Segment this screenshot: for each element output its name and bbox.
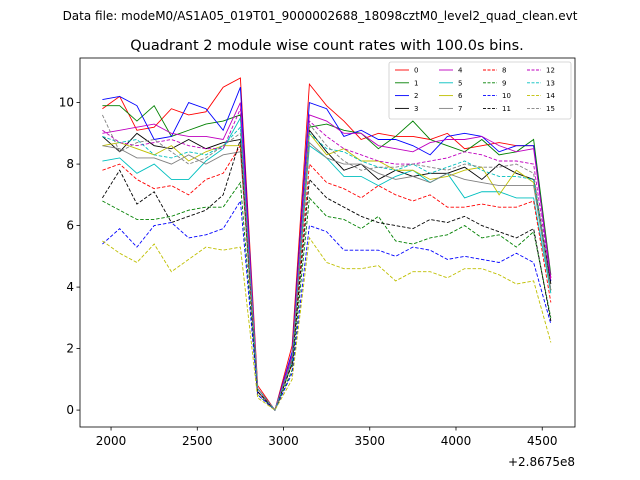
series-line-14 [102, 236, 552, 411]
series-line-15 [102, 114, 552, 412]
legend-label-11: 11 [502, 105, 511, 113]
series-line-3 [102, 129, 552, 411]
legend-label-12: 12 [546, 67, 555, 75]
legend-label-14: 14 [546, 92, 555, 100]
legend-label-6: 6 [458, 92, 463, 100]
x-axis: 2000 2500 3000 3500 4000 4500 [96, 427, 558, 448]
legend-label-3: 3 [414, 105, 418, 113]
x-tick-label: 2500 [182, 434, 213, 448]
series-line-0 [102, 77, 552, 412]
series-line-9 [102, 181, 552, 411]
y-tick-label: 8 [66, 157, 74, 171]
series-line-11 [102, 139, 552, 411]
series-line-8 [102, 144, 552, 411]
legend-label-7: 7 [458, 105, 462, 113]
y-tick-label: 4 [66, 280, 74, 294]
chart-suptitle: Data file: modeM0/AS1A05_019T01_90000026… [63, 9, 578, 23]
legend-label-1: 1 [414, 79, 418, 87]
legend-label-5: 5 [458, 79, 462, 87]
series-line-2 [102, 87, 552, 411]
series-line-6 [102, 132, 552, 411]
x-tick-label: 2000 [96, 434, 127, 448]
x-tick-label: 4000 [441, 434, 472, 448]
y-tick-label: 10 [59, 96, 74, 110]
legend-label-13: 13 [546, 79, 555, 87]
legend-label-4: 4 [458, 67, 463, 75]
y-tick-label: 0 [66, 403, 74, 417]
legend-label-2: 2 [414, 92, 418, 100]
legend-box [388, 61, 572, 120]
x-offset-label: +2.8675e8 [508, 455, 575, 469]
y-tick-label: 2 [66, 342, 74, 356]
plot-lines [102, 77, 552, 412]
chart-title: Quadrant 2 module wise count rates with … [130, 38, 524, 54]
legend-label-15: 15 [546, 105, 555, 113]
legend-label-9: 9 [502, 79, 506, 87]
legend-label-0: 0 [414, 67, 418, 75]
legend-label-8: 8 [502, 67, 506, 75]
series-line-12 [102, 108, 552, 412]
x-tick-label: 4500 [527, 434, 558, 448]
series-line-10 [102, 199, 552, 411]
y-tick-label: 6 [66, 219, 74, 233]
y-axis: 0 2 4 6 8 10 [59, 96, 80, 417]
series-line-4 [102, 102, 552, 412]
series-line-7 [102, 141, 552, 411]
legend-label-10: 10 [502, 92, 511, 100]
x-tick-label: 3500 [354, 434, 385, 448]
plot-frame [79, 57, 576, 428]
x-tick-label: 3000 [268, 434, 299, 448]
